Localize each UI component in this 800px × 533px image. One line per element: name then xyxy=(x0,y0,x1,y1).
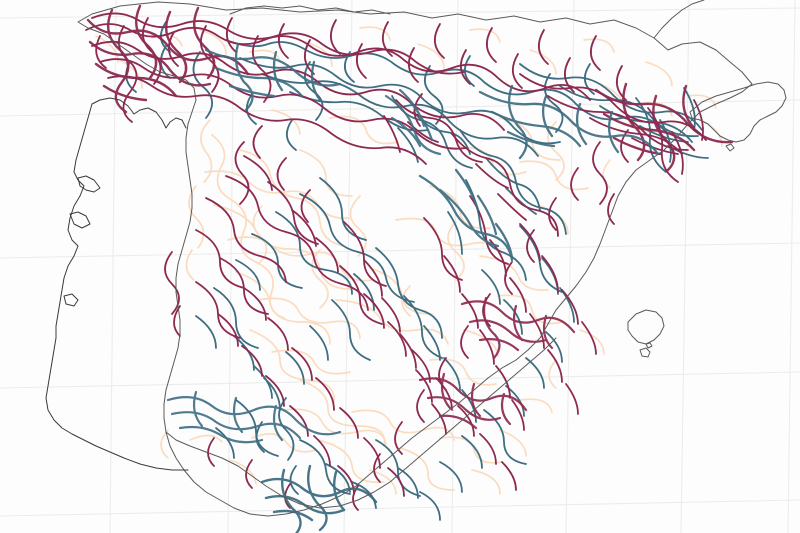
formentera-islet xyxy=(645,342,653,349)
portugal-coast-detail xyxy=(77,175,101,193)
portugal-coast-detail xyxy=(63,293,79,307)
network-dense-cluster-sierra-nevada xyxy=(260,464,378,533)
graticule-meridian xyxy=(787,0,796,533)
graticule-meridian xyxy=(109,0,117,533)
graticule-meridian xyxy=(680,0,690,533)
portugal-atlantic-coast xyxy=(45,103,189,471)
mallorca-cabrera-islet xyxy=(725,143,735,152)
graticule-parallel xyxy=(0,371,800,389)
borders-layer xyxy=(45,0,787,517)
ibiza-island xyxy=(627,309,665,345)
graticule-parallel xyxy=(0,7,800,19)
network-dense-cluster-cantabrian xyxy=(204,42,342,112)
graticule-meridian xyxy=(227,0,235,533)
graticule-meridian xyxy=(565,0,575,533)
network-class-teal xyxy=(125,21,709,521)
formentera-island xyxy=(639,347,651,358)
network-dense-cluster-valencia xyxy=(460,296,576,360)
france-border-segment xyxy=(653,0,705,39)
spain-south-coast xyxy=(165,337,557,509)
mallorca-island xyxy=(689,81,787,143)
graticule-meridian xyxy=(451,0,459,533)
network-dense-cluster-central-system xyxy=(384,88,442,156)
graticule-parallel xyxy=(0,242,800,259)
portugal-coast-detail xyxy=(69,211,91,229)
network-dense-cluster-pyrenees xyxy=(478,84,660,160)
stream-network-layer xyxy=(85,4,734,533)
network-dense-cluster-iberian-range xyxy=(418,168,514,262)
north-coast-segment xyxy=(229,5,391,15)
spain-mainland-border xyxy=(77,1,753,517)
network-dense-cluster-murcia xyxy=(418,372,528,430)
network-class-peach xyxy=(95,26,723,495)
graticule-parallel xyxy=(0,499,800,517)
network-dense-cluster-guadalquivir xyxy=(166,390,342,444)
portugal-north-coast xyxy=(91,97,187,129)
